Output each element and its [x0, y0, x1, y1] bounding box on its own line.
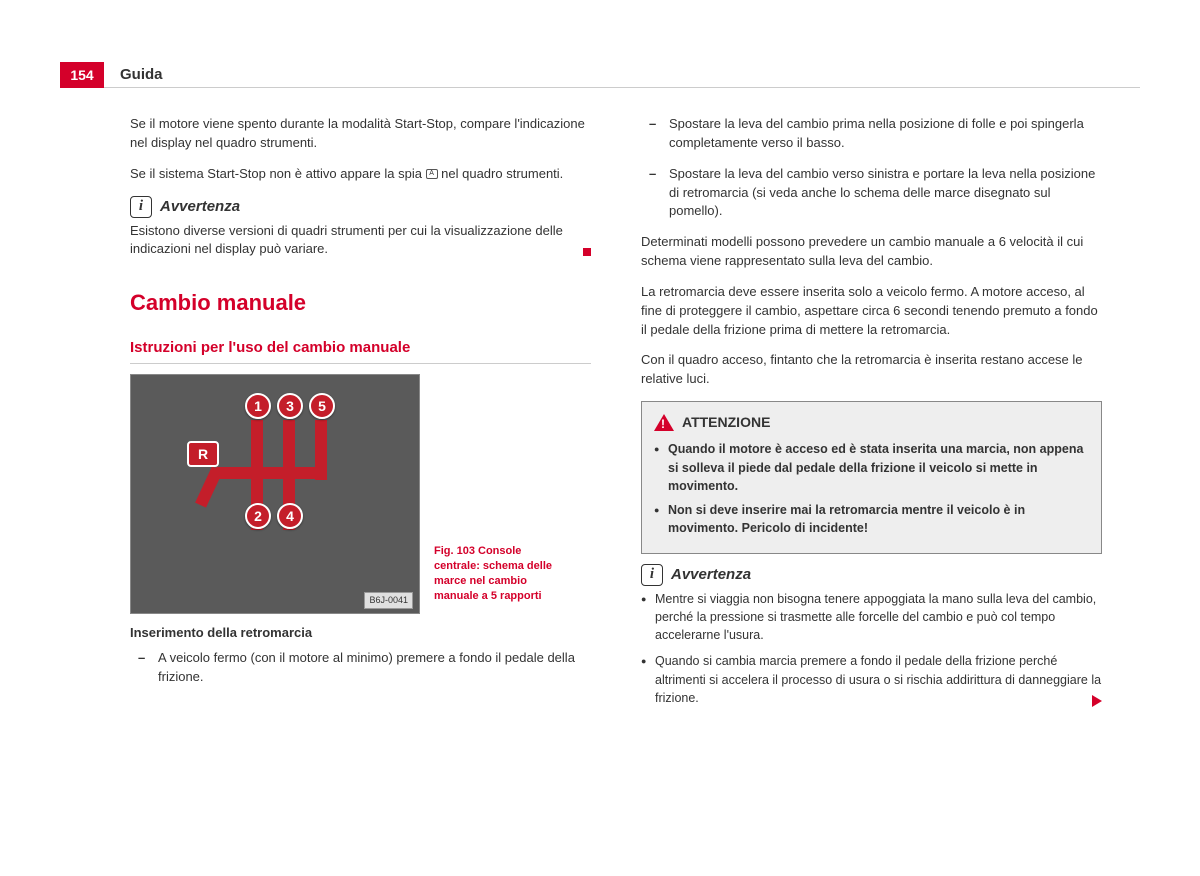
- gear-shift-diagram: 1 3 5 2 4 R: [131, 375, 419, 613]
- list-item: A veicolo fermo (con il motore al minimo…: [130, 649, 591, 687]
- step-list: Spostare la leva del cambio prima nella …: [641, 115, 1102, 221]
- right-column: Spostare la leva del cambio prima nella …: [641, 115, 1102, 715]
- heading-2: Cambio manuale: [130, 287, 591, 319]
- text: Esistono diverse versioni di quadri stru…: [130, 223, 563, 257]
- left-column: Se il motore viene spento durante la mod…: [130, 115, 591, 715]
- list-item: Spostare la leva del cambio verso sinist…: [641, 165, 1102, 222]
- warning-box: ATTENZIONE Quando il motore è acceso ed …: [641, 401, 1102, 554]
- info-header: i Avvertenza: [130, 196, 591, 218]
- info-label: Avvertenza: [160, 196, 240, 218]
- warning-header: ATTENZIONE: [654, 412, 1089, 432]
- warning-item: Non si deve inserire mai la retromarcia …: [654, 501, 1089, 537]
- heading-3: Istruzioni per l'uso del cambio manuale: [130, 337, 591, 364]
- gear-5-icon: 5: [309, 393, 335, 419]
- paragraph: Se il motore viene spento durante la mod…: [130, 115, 591, 153]
- text: nel quadro strumenti.: [438, 166, 564, 181]
- paragraph: Con il quadro acceso, fintanto che la re…: [641, 351, 1102, 389]
- subheading: Inserimento della retromarcia: [130, 624, 591, 643]
- note-list: Mentre si viaggia non bisogna tenere app…: [641, 590, 1102, 707]
- warning-triangle-icon: [654, 414, 674, 431]
- start-stop-warning-icon: A: [426, 169, 438, 179]
- page-header: 154 Guida: [60, 62, 1140, 88]
- paragraph: Se il sistema Start-Stop non è attivo ap…: [130, 165, 591, 184]
- text: Quando si cambia marcia premere a fondo …: [655, 654, 1101, 704]
- warning-label: ATTENZIONE: [682, 412, 770, 432]
- paragraph: La retromarcia deve essere inserita solo…: [641, 283, 1102, 340]
- gear-line: [195, 466, 223, 507]
- list-item: Spostare la leva del cambio prima nella …: [641, 115, 1102, 153]
- text: Se il sistema Start-Stop non è attivo ap…: [130, 166, 426, 181]
- content-area: Se il motore viene spento durante la mod…: [130, 115, 1102, 715]
- gear-2-icon: 2: [245, 503, 271, 529]
- info-icon: i: [130, 196, 152, 218]
- figure-image: 1 3 5 2 4 R B6J-0041: [130, 374, 420, 614]
- page-number: 154: [60, 62, 104, 88]
- info-label: Avvertenza: [671, 564, 751, 586]
- info-text: Esistono diverse versioni di quadri stru…: [130, 222, 591, 260]
- continue-arrow-icon: [1092, 695, 1102, 707]
- figure: 1 3 5 2 4 R B6J-0041 Fig. 103 Console ce…: [130, 374, 591, 614]
- figure-code: B6J-0041: [364, 592, 413, 609]
- info-icon: i: [641, 564, 663, 586]
- warning-item: Quando il motore è acceso ed è stata ins…: [654, 440, 1089, 494]
- gear-3-icon: 3: [277, 393, 303, 419]
- note-item: Quando si cambia marcia premere a fondo …: [641, 652, 1102, 706]
- info-header: i Avvertenza: [641, 564, 1102, 586]
- gear-4-icon: 4: [277, 503, 303, 529]
- step-list: A veicolo fermo (con il motore al minimo…: [130, 649, 591, 687]
- section-end-marker: [583, 248, 591, 256]
- gear-1-icon: 1: [245, 393, 271, 419]
- gear-r-icon: R: [187, 441, 219, 467]
- note-item: Mentre si viaggia non bisogna tenere app…: [641, 590, 1102, 644]
- paragraph: Determinati modelli possono prevedere un…: [641, 233, 1102, 271]
- warning-list: Quando il motore è acceso ed è stata ins…: [654, 440, 1089, 537]
- gear-line: [216, 467, 326, 479]
- section-title: Guida: [120, 62, 163, 88]
- figure-caption: Fig. 103 Console centrale: schema delle …: [434, 544, 564, 613]
